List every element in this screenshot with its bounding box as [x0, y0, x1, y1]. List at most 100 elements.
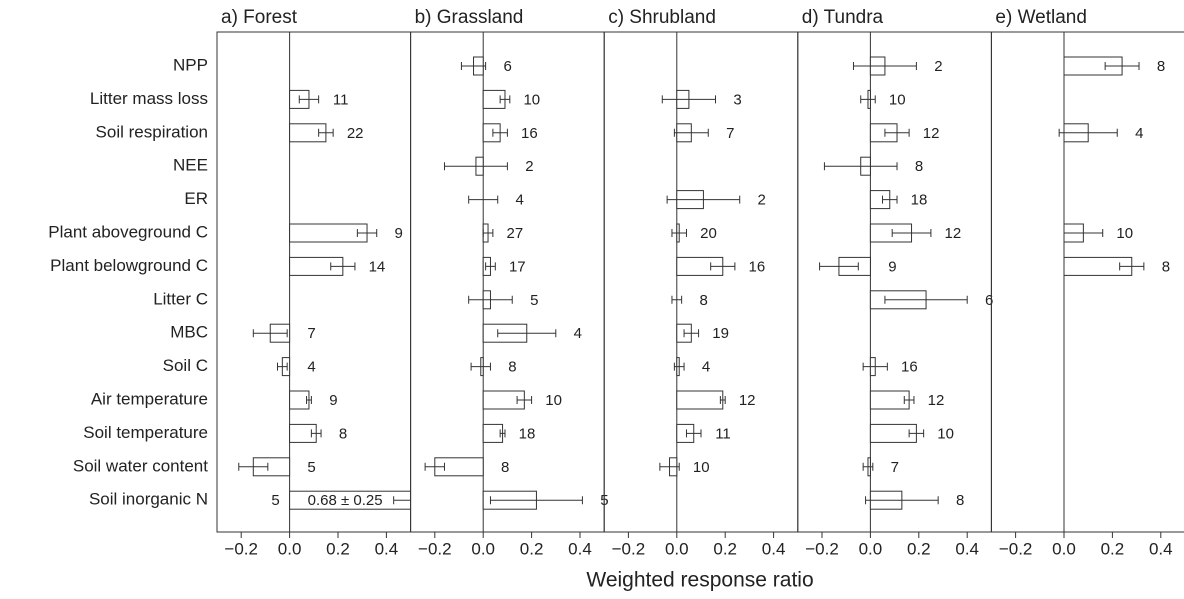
x-tick-label: 0.0	[665, 539, 689, 558]
error-bar	[492, 128, 508, 137]
sample-size: 8	[915, 158, 923, 175]
sample-size: 5	[530, 292, 538, 309]
error-bar	[470, 362, 491, 371]
error-bar	[460, 62, 487, 70]
category-label: NEE	[173, 156, 208, 175]
sample-size: 3	[733, 91, 741, 108]
error-bar	[1104, 62, 1140, 70]
x-tick-label: 0.0	[859, 539, 883, 558]
sample-size: 2	[525, 158, 533, 175]
bar	[869, 390, 910, 410]
error-bar	[468, 195, 499, 204]
sample-size: 10	[545, 392, 562, 409]
error-bar	[860, 95, 876, 104]
category-label: Soil C	[163, 356, 208, 375]
category-label: MBC	[170, 323, 208, 342]
sample-size: 16	[521, 125, 538, 142]
sample-size: 9	[888, 258, 896, 275]
bar	[289, 223, 368, 243]
x-tick-label: 0.0	[471, 539, 495, 558]
panel	[1058, 32, 1145, 532]
x-tick-label: 0.2	[1101, 539, 1125, 558]
error-bar	[685, 429, 702, 438]
error-bar	[862, 362, 888, 371]
sample-size: 9	[395, 225, 403, 242]
sample-size: 7	[307, 325, 315, 342]
sample-size: 5	[307, 459, 315, 476]
x-tick-label: 0.0	[1052, 539, 1076, 558]
error-bar	[683, 329, 700, 338]
error-bar	[330, 262, 356, 271]
sample-size: 18	[519, 425, 536, 442]
sample-size: 14	[369, 258, 386, 275]
sample-size: 8	[508, 359, 516, 376]
error-bar	[310, 429, 322, 438]
sample-size: 11	[715, 425, 731, 442]
panel	[659, 32, 741, 532]
sample-size: 8	[339, 425, 347, 442]
sample-size: 8	[956, 492, 964, 509]
error-bar	[882, 195, 898, 204]
sample-size: 12	[739, 392, 756, 409]
sample-size: 6	[985, 292, 993, 309]
x-tick-label: 0.4	[375, 539, 399, 558]
error-bar	[823, 162, 898, 171]
x-tick-label: 0.0	[278, 539, 302, 558]
sample-size: 12	[945, 225, 962, 242]
panel-title: d) Tundra	[802, 7, 884, 28]
sample-size: 8	[1157, 58, 1165, 75]
error-bar	[489, 496, 583, 505]
error-bar	[1063, 229, 1104, 237]
error-bar	[852, 62, 917, 70]
error-bar	[485, 262, 496, 271]
error-bar	[468, 295, 513, 304]
error-bar	[673, 362, 685, 371]
sample-size: 12	[928, 392, 945, 409]
x-axis-label: Weighted response ratio	[586, 569, 813, 592]
sample-size: 10	[1116, 225, 1133, 242]
error-bar	[884, 295, 968, 304]
category-label: Soil inorganic N	[89, 490, 208, 509]
x-tick-label: 0.2	[520, 539, 544, 558]
sample-size: 17	[509, 258, 526, 275]
error-bar	[252, 329, 288, 338]
error-bar	[865, 496, 939, 505]
category-label: Plant aboveground C	[48, 222, 208, 241]
sample-size: 9	[329, 392, 337, 409]
error-bar	[666, 195, 741, 204]
error-bar	[659, 462, 680, 471]
sample-size: 16	[901, 359, 918, 376]
sample-size: 8	[1162, 258, 1170, 275]
error-bar	[710, 262, 736, 271]
category-label: ER	[184, 189, 208, 208]
error-bar	[277, 362, 288, 371]
panel-title: b) Grassland	[415, 7, 524, 28]
panel-title: e) Wetland	[995, 7, 1087, 28]
category-label: Soil temperature	[83, 423, 208, 442]
sample-size: 10	[889, 91, 906, 108]
error-bar	[671, 229, 687, 237]
category-label: Soil respiration	[96, 122, 208, 141]
sample-size: 6	[503, 58, 511, 75]
sample-size: 22	[347, 125, 364, 142]
error-bar	[482, 229, 494, 237]
error-bar	[1119, 262, 1145, 271]
sample-size: 4	[702, 359, 710, 376]
error-bar	[862, 462, 874, 471]
sample-size: 2	[934, 58, 942, 75]
error-bar	[443, 162, 508, 171]
error-bar	[819, 262, 859, 271]
sample-size: 10	[693, 459, 710, 476]
category-label: Plant belowground C	[50, 256, 208, 275]
panel-title: c) Shrubland	[608, 7, 716, 28]
error-bar	[318, 128, 334, 137]
x-tick-label: 0.4	[762, 539, 786, 558]
sample-size: 19	[712, 325, 729, 342]
error-bar	[661, 95, 717, 104]
x-tick-label: 0.4	[955, 539, 979, 558]
sample-size: 20	[700, 225, 717, 242]
category-label: Air temperature	[91, 389, 208, 408]
x-tick-label: −0.2	[805, 539, 839, 558]
x-tick-label: −0.2	[999, 539, 1033, 558]
